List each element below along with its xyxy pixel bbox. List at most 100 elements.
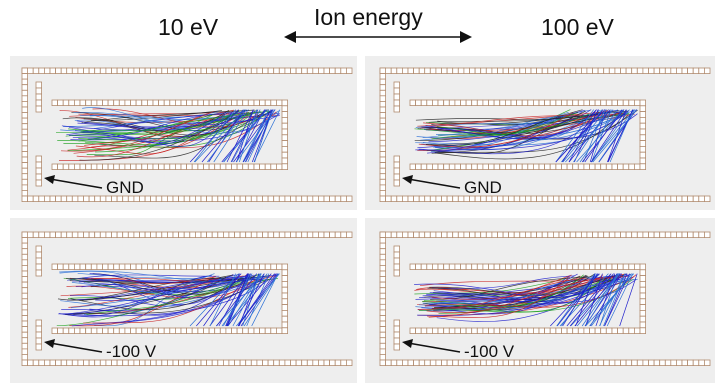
electrode-cell	[605, 327, 613, 334]
electrode-cell	[575, 195, 582, 202]
electrode-cell	[620, 67, 627, 74]
electrode-cell	[166, 195, 174, 202]
electrode-cell	[105, 67, 112, 74]
electrode-cell	[648, 67, 655, 74]
horizontal-divider	[10, 210, 715, 218]
electrode-cell	[519, 359, 526, 366]
header-bar: 10 eV Ion energy 100 eV	[0, 0, 715, 56]
electrode-cell	[625, 359, 633, 366]
ion-trajectory	[69, 276, 215, 327]
ion-trajectory	[68, 112, 228, 144]
electrode-cell	[547, 195, 554, 202]
electrode-cell	[21, 231, 28, 238]
electrode-cell	[538, 163, 545, 170]
electrode-cell	[525, 231, 532, 238]
electrode-cell	[525, 67, 532, 74]
electrode-cell	[639, 128, 646, 136]
electrode-cell	[49, 231, 56, 238]
electrode-cell	[273, 67, 280, 74]
ion-trajectory	[599, 273, 626, 327]
electrode-cell	[659, 359, 666, 366]
electrode-cell	[118, 99, 126, 106]
electrode-cell	[513, 231, 521, 238]
electrode-cell	[465, 163, 473, 170]
enclosure-left	[21, 67, 28, 197]
electrode-cell	[625, 67, 633, 74]
ion-trajectory	[189, 273, 239, 327]
electrode-cell	[150, 195, 157, 202]
electrode-cell	[21, 106, 28, 113]
electrode-cell	[197, 163, 204, 170]
electrode-cell	[130, 327, 137, 334]
electrode-cell	[379, 292, 386, 300]
electrode-cell	[57, 327, 64, 334]
electrode-cell	[127, 231, 135, 238]
electrode-cell	[566, 163, 574, 170]
ion-trajectory	[76, 115, 280, 128]
electrode-cell	[284, 67, 291, 74]
ion-trajectory	[240, 273, 278, 327]
electrode-cell	[379, 101, 386, 108]
electrode-cell	[203, 263, 210, 270]
electrode-cell	[379, 337, 386, 344]
electrode-cell	[639, 140, 646, 147]
ion-trajectory	[58, 275, 212, 315]
electrode-cell	[418, 359, 426, 366]
electrode-cell	[334, 67, 342, 74]
electrode-cell	[569, 359, 577, 366]
electrode-cell	[99, 231, 107, 238]
electrode-cell	[572, 263, 579, 270]
enclosure-top	[379, 231, 711, 238]
electrode-cell	[390, 231, 398, 238]
electrode-cell	[435, 231, 442, 238]
electrode-cell	[239, 231, 247, 238]
electrode-cell	[476, 163, 484, 170]
electrode-cell	[415, 163, 422, 170]
electrode-cell	[79, 99, 86, 106]
electrode-cell	[600, 163, 607, 170]
electrode-cell	[536, 67, 543, 74]
electrode-cell	[32, 67, 40, 74]
ion-trajectory	[233, 109, 273, 163]
ion-trajectory	[425, 109, 597, 139]
electrode-cell	[639, 117, 646, 124]
electrode-cell	[113, 163, 120, 170]
electrode-cell	[135, 327, 143, 334]
electrode-cell	[639, 309, 646, 317]
electrode-cell	[295, 231, 303, 238]
electrode-cell	[547, 67, 554, 74]
electrode-cell	[547, 359, 554, 366]
electrode-cell	[692, 195, 700, 202]
electrode-cell	[329, 195, 336, 202]
electrode-cell	[564, 67, 571, 74]
electrode-cell	[301, 231, 308, 238]
electrode-cell	[312, 195, 319, 202]
electrode-cell	[586, 359, 593, 366]
electrode-cell	[245, 195, 252, 202]
electrode-cell	[409, 263, 416, 270]
electrode-cell	[441, 195, 448, 202]
electrode-cell	[35, 93, 42, 101]
electrode-cell	[21, 117, 28, 125]
electrode-cell	[385, 195, 392, 202]
electrode-cell	[379, 353, 386, 361]
ion-trajectory	[565, 109, 614, 163]
electrode-cell	[561, 99, 568, 106]
ion-trajectory	[78, 111, 272, 142]
electrode-cell	[259, 327, 266, 334]
enclosure-top	[21, 67, 353, 74]
ion-trajectory	[189, 109, 239, 163]
electrode-cell	[441, 359, 448, 366]
electrode-cell	[538, 327, 545, 334]
electrode-cell	[273, 231, 280, 238]
electrode-cell	[96, 263, 103, 270]
electrode-cell	[21, 173, 28, 180]
electrode-cell	[206, 359, 213, 366]
ion-trajectory	[55, 111, 230, 134]
electrode-cell	[648, 195, 655, 202]
electrode-cell	[323, 231, 330, 238]
electrode-cell	[62, 263, 70, 270]
electrode-cell	[68, 263, 75, 270]
ion-trajectory	[427, 276, 571, 318]
electrode-cell	[219, 263, 227, 270]
